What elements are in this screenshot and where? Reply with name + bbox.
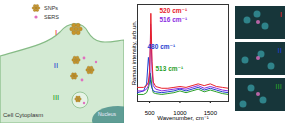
svg-text:516 cm⁻¹: 516 cm⁻¹ [160, 16, 188, 23]
svg-text:520 cm⁻¹: 520 cm⁻¹ [160, 7, 188, 14]
svg-text:II: II [54, 61, 58, 70]
svg-text:I: I [280, 10, 282, 19]
svg-text:III: III [275, 82, 282, 91]
svg-text:Wavenumber, cm⁻¹: Wavenumber, cm⁻¹ [157, 115, 209, 121]
svg-text:513 cm⁻¹: 513 cm⁻¹ [156, 65, 184, 72]
svg-text:1500: 1500 [203, 109, 217, 116]
svg-text:III: III [53, 93, 60, 102]
svg-text:1000: 1000 [173, 109, 187, 116]
svg-text:SNPs: SNPs [44, 5, 58, 11]
svg-text:Nucleus: Nucleus [98, 111, 117, 117]
svg-text:SERS: SERS [44, 14, 59, 20]
svg-text:Raman intensity, arb.un.: Raman intensity, arb.un. [131, 20, 137, 85]
svg-text:500: 500 [145, 110, 156, 116]
svg-text:I: I [55, 28, 57, 37]
svg-text:480 cm⁻¹: 480 cm⁻¹ [148, 43, 176, 50]
svg-text:Cell Cytoplasm: Cell Cytoplasm [3, 112, 43, 118]
svg-text:II: II [278, 46, 282, 55]
